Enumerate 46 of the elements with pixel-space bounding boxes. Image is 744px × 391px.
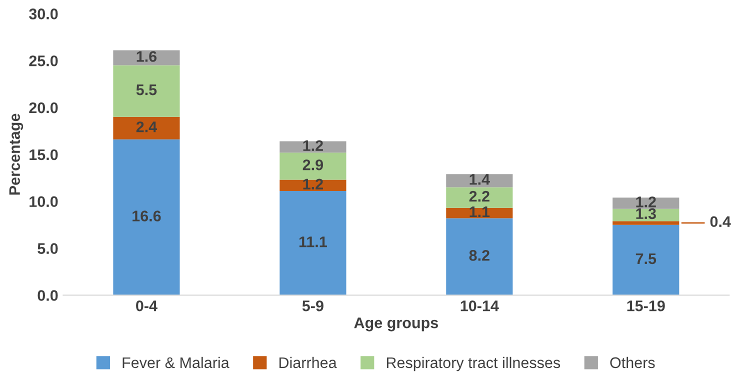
y-tick-label: 0.0: [38, 290, 58, 301]
data-label: 2.9: [302, 159, 323, 170]
legend-label: Diarrhea: [279, 356, 337, 368]
y-tick-label: 20.0: [29, 102, 58, 114]
data-label: 1.6: [136, 51, 157, 62]
x-tick-label: 15-19: [627, 300, 665, 312]
data-label: 1.1: [470, 206, 490, 218]
data-label: 1.2: [303, 140, 323, 151]
data-label: 7.5: [636, 253, 656, 264]
y-tick-label: 5.0: [38, 243, 58, 254]
data-label: 1.4: [470, 174, 490, 185]
bar: [113, 65, 180, 117]
data-label: 0.4: [710, 216, 731, 228]
data-label: 1.2: [636, 196, 656, 208]
data-label: 2.2: [469, 190, 490, 202]
legend-label: Others: [610, 356, 655, 368]
legend-label: Respiratory tract illnesses: [386, 356, 560, 372]
data-label: 11.1: [299, 236, 327, 248]
x-tick-label: 0-4: [136, 300, 158, 312]
bar: [446, 187, 513, 208]
bar: [612, 198, 680, 209]
bar: [280, 152, 346, 180]
bar: [113, 139, 180, 296]
bar: [612, 224, 680, 296]
y-axis-title: Percentage: [9, 114, 24, 195]
bar: [280, 191, 346, 296]
x-axis-title: Age groups: [354, 318, 438, 332]
bar: [446, 174, 513, 188]
bar: [446, 208, 513, 218]
bar: [612, 221, 680, 225]
data-label: 5.5: [136, 84, 157, 96]
bar: [113, 116, 180, 140]
data-label: 1.2: [303, 178, 323, 190]
data-label: 2.4: [136, 121, 158, 132]
x-tick-label: 10-14: [460, 300, 499, 312]
data-label: 1.3: [636, 208, 656, 220]
y-tick-label: 10.0: [30, 196, 58, 208]
y-tick-label: 30.0: [29, 8, 58, 20]
data-label: 8.2: [469, 250, 490, 261]
legend-label: Fever & Malaria: [122, 356, 230, 368]
data-label: 16.6: [132, 210, 161, 222]
y-tick-label: 15.0: [30, 149, 58, 160]
bar: [113, 50, 180, 66]
y-tick-label: 25.0: [29, 55, 58, 66]
bar: [446, 218, 513, 296]
x-tick-label: 5-9: [302, 300, 324, 312]
